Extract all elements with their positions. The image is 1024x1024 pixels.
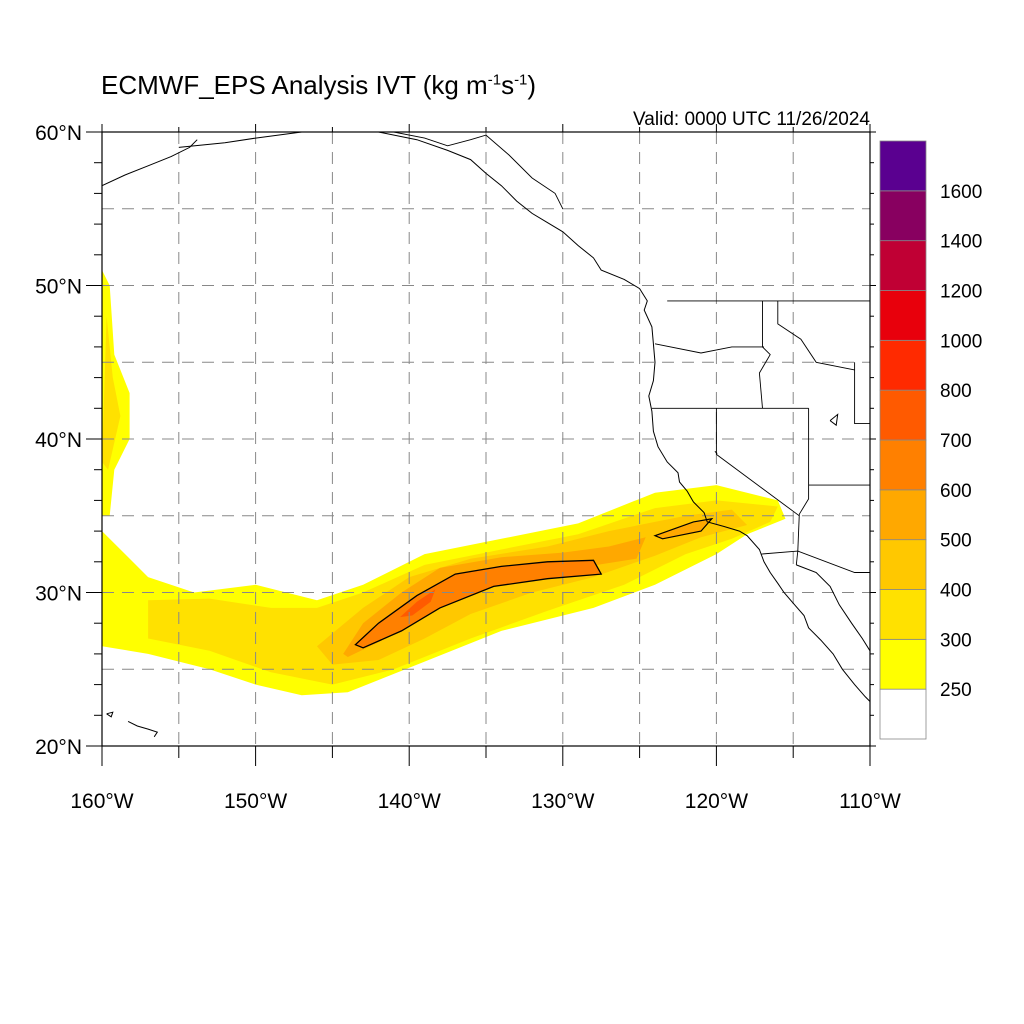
- border-wy-ut: [854, 362, 870, 425]
- lon-label: 120°W: [685, 790, 748, 813]
- colorbar-label: 400: [940, 581, 972, 602]
- ivt-shading: [102, 270, 786, 696]
- ivt-region-core-peak: [400, 589, 436, 618]
- lon-label: 110°W: [839, 790, 901, 813]
- colorbar-swatch: [879, 389, 927, 441]
- border-wa-or: [654, 343, 764, 354]
- lon-label: 140°W: [378, 790, 441, 813]
- ivt-region-west-band-inner: [102, 316, 121, 470]
- colorbar-label: 1600: [940, 182, 982, 203]
- colorbar-label: 300: [940, 630, 972, 651]
- colorbar-label: 1200: [940, 282, 982, 303]
- colorbar-label: 250: [940, 680, 972, 701]
- lon-label: 150°W: [224, 790, 287, 813]
- lat-label: 50°N: [35, 276, 82, 299]
- ivt-region-near-coast-patch: [655, 518, 712, 539]
- border-mt-id: [777, 300, 855, 371]
- colorbar-swatch: [879, 140, 927, 192]
- ivt-contour-line: [354, 559, 603, 649]
- colorbar-swatch: [879, 539, 927, 590]
- colorbar-label: 600: [940, 481, 972, 502]
- border-ca-nv: [715, 408, 800, 517]
- colorbar-swatch: [879, 638, 927, 690]
- colorbar-swatch: [879, 489, 927, 541]
- map-title: ECMWF_EPS Analysis IVT (kg m-1s-1): [101, 70, 537, 100]
- coastline-west-coast-na: [178, 132, 870, 702]
- colorbar-swatch: [879, 439, 927, 491]
- lake-great-salt-lake: [829, 413, 839, 427]
- border-alaska-canada: [393, 132, 564, 210]
- colorbar-swatch: [879, 688, 927, 740]
- border-nv-ut-az: [797, 408, 810, 552]
- lon-label: 130°W: [531, 790, 594, 813]
- coastlines: [102, 132, 870, 746]
- lat-label: 40°N: [35, 429, 82, 452]
- lon-label: 160°W: [70, 790, 133, 813]
- colorbar-swatch: [879, 290, 927, 341]
- axis-ticks: [86, 124, 876, 766]
- colorbar-swatch: [879, 240, 927, 291]
- longitude-labels: 160°W 150°W 140°W 130°W 120°W 110°W: [70, 790, 901, 813]
- valid-time-label: Valid: 0000 UTC 11/26/2024: [633, 109, 870, 130]
- border-id-west: [758, 300, 771, 409]
- lat-label: 30°N: [35, 583, 82, 606]
- colorbar-label: 1400: [940, 232, 982, 253]
- colorbar-swatch: [879, 190, 927, 242]
- colorbar-swatch: [879, 589, 927, 640]
- colorbar-label: 800: [940, 381, 972, 402]
- political-borders: [393, 132, 870, 573]
- latitude-labels: 20°N 30°N 40°N 50°N 60°N: [35, 122, 82, 759]
- colorbar-label: 700: [940, 431, 972, 452]
- coastline-gulf-of-california-east: [796, 564, 870, 652]
- coastline-maui-oahu: [127, 720, 159, 738]
- colorbar-label: 500: [940, 531, 972, 552]
- colorbar-swatch: [879, 339, 927, 391]
- ivt-region-core-inner: [355, 560, 602, 648]
- coastline-alaska-kenai: [102, 139, 198, 187]
- ivt-contour-line-coast: [653, 517, 714, 540]
- border-baja-sonora: [795, 551, 799, 565]
- colorbar: 250 300 400 500 600 700 800 1000 1200 1400 1600: [879, 140, 982, 740]
- coastline-hawaii-chain: [106, 711, 114, 718]
- lat-label: 20°N: [35, 736, 82, 759]
- colorbar-label: 1000: [940, 331, 982, 352]
- border-us-mexico: [760, 550, 870, 573]
- ivt-600-contour: [354, 517, 714, 649]
- lat-label: 60°N: [35, 122, 82, 145]
